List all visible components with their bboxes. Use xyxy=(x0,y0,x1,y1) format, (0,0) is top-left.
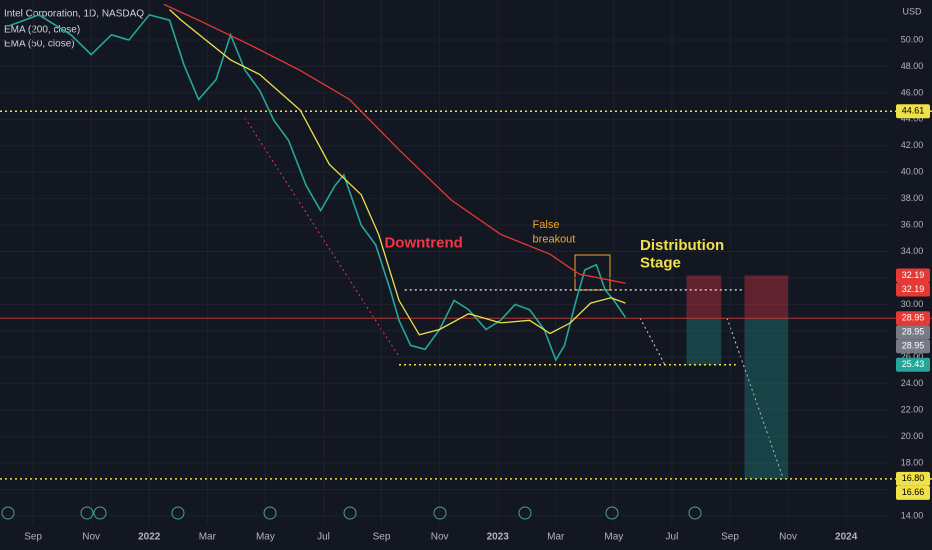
price-tag xyxy=(896,357,930,372)
x-tick-label: 2022 xyxy=(138,532,161,543)
y-tick-label: 14.00 xyxy=(901,510,924,520)
x-tick-label: 2023 xyxy=(487,532,510,543)
annotation: Stage xyxy=(640,254,681,271)
price-tag-label: 44.61 xyxy=(902,106,925,116)
price-tag-label: 32.19 xyxy=(902,284,925,294)
x-tick-label: Jul xyxy=(666,532,679,543)
y-tick-label: 18.00 xyxy=(901,457,924,467)
y-tick-label: 42.00 xyxy=(901,140,924,150)
indicator-label: EMA (200, close) xyxy=(4,25,80,36)
price-tag xyxy=(896,325,930,340)
x-tick-label: Sep xyxy=(24,532,42,543)
price-tag-label: 25.43 xyxy=(902,359,925,369)
y-tick-label: 34.00 xyxy=(901,246,924,256)
x-tick-label: Mar xyxy=(547,532,565,543)
series-line xyxy=(9,13,627,362)
y-tick-label: 26.00 xyxy=(901,352,924,362)
annotation: False xyxy=(533,219,560,231)
event-icon xyxy=(93,506,107,520)
indicator-label: EMA (50, close) xyxy=(4,39,75,50)
price-tag xyxy=(896,268,930,283)
x-tick-label: May xyxy=(604,532,623,543)
y-tick-label: 36.00 xyxy=(901,219,924,229)
price-tag-label: 16.80 xyxy=(902,473,925,483)
price-tag-label: 16.66 xyxy=(902,487,925,497)
event-icon xyxy=(433,506,447,520)
event-icon xyxy=(171,506,185,520)
price-tag-label: 32.19 xyxy=(902,270,925,280)
x-tick-label: Nov xyxy=(431,532,449,543)
event-icon xyxy=(688,506,702,520)
annotation: Downtrend xyxy=(384,235,462,252)
price-tag-label: 28.95 xyxy=(902,313,925,323)
price-tag xyxy=(896,104,930,119)
series-line xyxy=(163,3,626,284)
x-tick-label: Mar xyxy=(199,532,217,543)
event-icon xyxy=(605,506,619,520)
series-line xyxy=(169,9,626,336)
arrow xyxy=(726,317,784,479)
event-icon xyxy=(518,506,532,520)
target-zone xyxy=(744,318,789,479)
x-tick-label: Sep xyxy=(373,532,391,543)
price-tag xyxy=(896,282,930,297)
price-tag xyxy=(896,311,930,326)
y-tick-label: 40.00 xyxy=(901,167,924,177)
event-icon xyxy=(343,506,357,520)
x-tick-label: Nov xyxy=(779,532,797,543)
y-tick-label: 22.00 xyxy=(901,405,924,415)
x-tick-label: Sep xyxy=(721,532,739,543)
y-tick-label: 20.00 xyxy=(901,431,924,441)
stop-zone xyxy=(744,275,789,319)
price-tag xyxy=(896,339,930,354)
y-tick-label: 30.00 xyxy=(901,299,924,309)
stop-zone xyxy=(686,275,722,319)
breakout-box xyxy=(574,254,611,291)
y-tick-label: 50.00 xyxy=(901,34,924,44)
x-tick-label: Jul xyxy=(317,532,330,543)
target-zone xyxy=(686,318,722,365)
price-tag xyxy=(896,485,930,500)
x-tick-label: 2024 xyxy=(835,532,858,543)
x-tick-label: Nov xyxy=(82,532,100,543)
annotation: Distribution xyxy=(640,237,724,254)
price-tag-label: 28.95 xyxy=(902,327,925,337)
y-tick-label: 46.00 xyxy=(901,87,924,97)
event-icon xyxy=(263,506,277,520)
y-tick-label: 24.00 xyxy=(901,378,924,388)
y-tick-label: 44.00 xyxy=(901,114,924,124)
trend-arrow xyxy=(244,117,399,356)
x-tick-label: May xyxy=(256,532,275,543)
currency: USD xyxy=(902,6,922,16)
y-tick-label: 38.00 xyxy=(901,193,924,203)
y-tick-label: 48.00 xyxy=(901,61,924,71)
arrow xyxy=(639,317,666,366)
event-icon xyxy=(1,506,15,520)
price-tag xyxy=(896,471,930,486)
price-tag-label: 28.95 xyxy=(902,341,925,351)
event-icon xyxy=(80,506,94,520)
annotation: breakout xyxy=(533,234,576,246)
chart-title: Intel Corporation, 1D, NASDAQ xyxy=(4,9,144,20)
